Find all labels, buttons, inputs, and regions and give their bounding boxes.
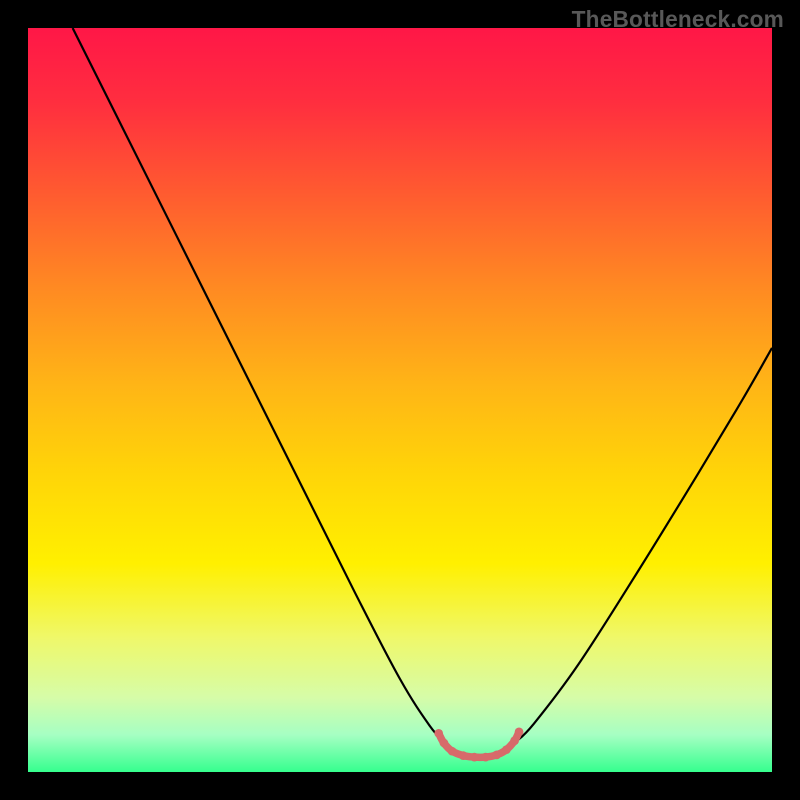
watermark-text: TheBottleneck.com: [572, 6, 784, 33]
bottom-marker-dot: [510, 736, 519, 745]
plot-area: [28, 28, 772, 772]
chart-container: TheBottleneck.com: [0, 0, 800, 800]
curve-right: [515, 348, 772, 742]
bottom-marker-dot: [440, 739, 449, 748]
bottom-marker-dot: [502, 745, 511, 754]
curve-layer: [28, 28, 772, 772]
bottom-marker-dot: [515, 727, 524, 736]
bottom-marker-dot: [459, 751, 468, 760]
bottom-marker-dot: [448, 747, 457, 756]
bottom-marker-dot: [434, 729, 443, 738]
bottom-marker-dot: [470, 753, 479, 762]
curve-left: [73, 28, 445, 742]
bottom-marker-dot: [481, 753, 490, 762]
bottom-marker-dot: [492, 751, 501, 760]
